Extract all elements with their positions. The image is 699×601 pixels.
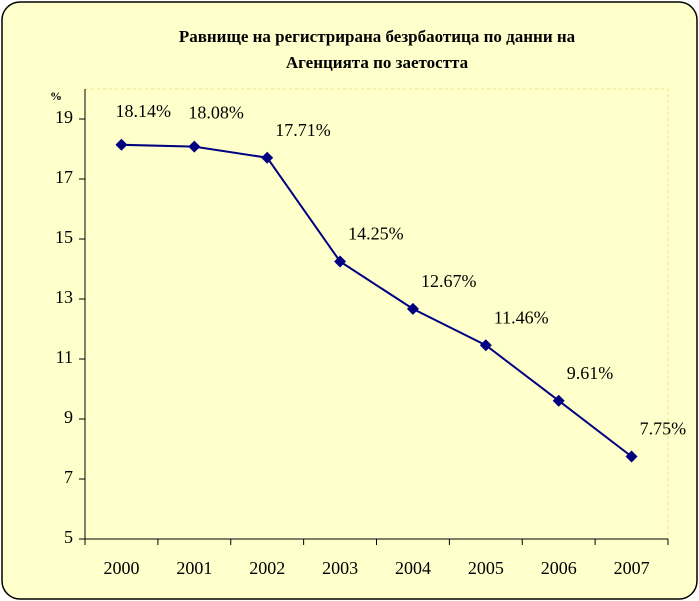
x-tick-label: 2006 bbox=[541, 558, 577, 578]
marker bbox=[188, 140, 201, 153]
marker bbox=[115, 138, 128, 151]
y-tick-label: 13 bbox=[55, 287, 73, 307]
chart-title: Равнище на регистрирана безрбаотица по д… bbox=[179, 27, 576, 46]
x-tick-label: 2003 bbox=[322, 558, 358, 578]
line bbox=[121, 143, 633, 458]
x-tick-label: 2001 bbox=[176, 558, 212, 578]
value-label: 7.75% bbox=[640, 419, 687, 439]
marker bbox=[261, 151, 274, 164]
value-label: 11.46% bbox=[494, 307, 549, 327]
marker bbox=[406, 302, 419, 315]
marker bbox=[625, 450, 638, 463]
value-label: 9.61% bbox=[567, 363, 614, 383]
x-tick-label: 2007 bbox=[614, 558, 650, 578]
y-tick-label: 7 bbox=[64, 467, 73, 487]
value-label: 12.67% bbox=[421, 271, 477, 291]
y-tick-label: 5 bbox=[64, 527, 73, 547]
y-axis-label: % bbox=[50, 89, 62, 103]
chart-title: Агенцията по заетостта bbox=[286, 53, 469, 72]
y-tick-label: 15 bbox=[55, 227, 73, 247]
value-label: 17.71% bbox=[275, 120, 331, 140]
y-tick-label: 11 bbox=[56, 347, 73, 367]
y-tick-label: 19 bbox=[55, 107, 73, 127]
marker bbox=[479, 339, 492, 352]
value-label: 18.14% bbox=[115, 101, 171, 121]
y-tick-label: 17 bbox=[55, 167, 73, 187]
value-label: 18.08% bbox=[188, 103, 244, 123]
marker bbox=[334, 255, 347, 268]
x-tick-label: 2005 bbox=[468, 558, 504, 578]
x-tick-label: 2000 bbox=[103, 558, 139, 578]
y-tick-label: 9 bbox=[64, 407, 73, 427]
x-tick-label: 2002 bbox=[249, 558, 285, 578]
value-label: 14.25% bbox=[348, 224, 404, 244]
marker bbox=[552, 394, 565, 407]
x-tick-label: 2004 bbox=[395, 558, 431, 578]
